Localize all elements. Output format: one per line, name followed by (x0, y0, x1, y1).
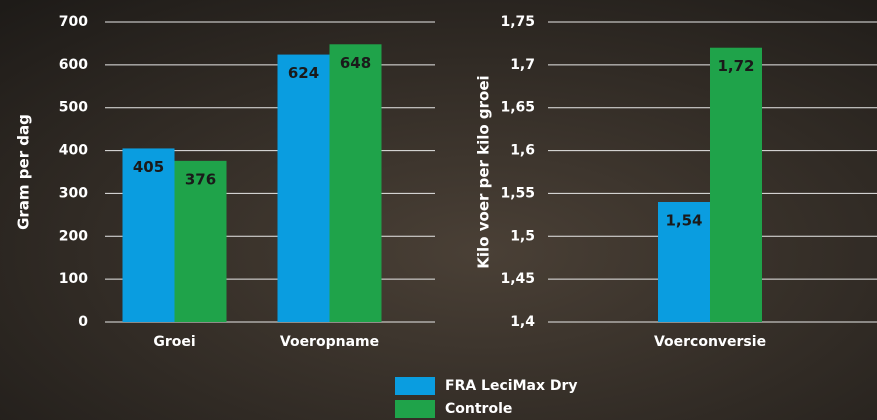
value-label: 376 (185, 170, 216, 188)
y-axis-label: Kilo voer per kilo groei (475, 75, 493, 268)
x-tick-label: Voerconversie (654, 334, 766, 350)
value-label: 405 (133, 158, 164, 176)
y-tick-label: 600 (59, 57, 88, 73)
bar (710, 48, 762, 322)
y-tick-label: 1,7 (510, 57, 535, 73)
y-tick-label: 1,45 (500, 271, 535, 287)
value-label: 648 (340, 54, 371, 72)
y-tick-label: 0 (78, 314, 88, 330)
chart: 0 100 200 300 400 500 600 700 Gram per dag Groei 4… (0, 0, 877, 420)
legend-swatch (395, 377, 435, 395)
value-label: 1,54 (665, 212, 702, 230)
y-tick-label: 200 (59, 228, 88, 244)
legend-label: Controle (445, 401, 512, 417)
y-tick-label: 1,4 (510, 314, 535, 330)
y-tick-label: 1,65 (500, 100, 535, 116)
legend-swatch (395, 400, 435, 418)
y-tick-label: 500 (59, 100, 88, 116)
value-label: 1,72 (717, 57, 754, 75)
y-tick-label: 300 (59, 185, 88, 201)
y-tick-label: 400 (59, 143, 88, 159)
y-tick-label: 1,6 (510, 143, 535, 159)
y-tick-label: 1,75 (500, 14, 535, 30)
x-tick-label: Groei (153, 334, 195, 350)
value-label: 624 (288, 64, 319, 82)
y-tick-label: 1,5 (510, 228, 535, 244)
y-tick-label: 100 (59, 271, 88, 287)
bar (278, 55, 330, 322)
y-tick-label: 700 (59, 14, 88, 30)
x-tick-label: Voeropname (280, 334, 379, 350)
legend-label: FRA LeciMax Dry (445, 378, 578, 394)
y-axis-label: Gram per dag (15, 114, 33, 230)
bar (330, 44, 382, 322)
y-tick-label: 1,55 (500, 185, 535, 201)
